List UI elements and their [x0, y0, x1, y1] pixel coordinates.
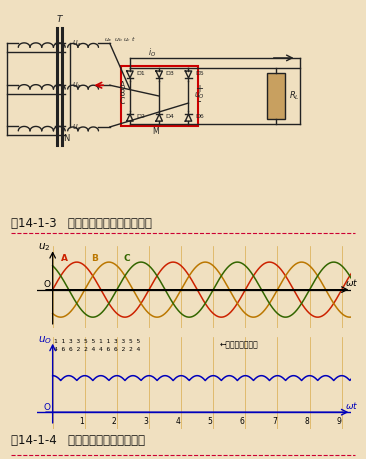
Text: D4: D4: [166, 114, 175, 119]
Text: 6: 6: [240, 417, 244, 426]
Text: $u_a$: $u_a$: [72, 39, 82, 50]
Text: $u_b$: $u_b$: [113, 36, 124, 44]
Text: +: +: [195, 84, 203, 94]
Text: C: C: [120, 97, 125, 106]
FancyBboxPatch shape: [267, 73, 285, 119]
Text: M: M: [152, 127, 159, 136]
Text: $u_O$: $u_O$: [194, 90, 205, 101]
Text: 9: 9: [336, 417, 341, 426]
Text: $u_c$: $u_c$: [72, 123, 82, 133]
Text: 7: 7: [272, 417, 277, 426]
Text: $\omega t$: $\omega t$: [345, 400, 358, 411]
Text: ←导电二极管编号: ←导电二极管编号: [220, 341, 258, 350]
Text: $u_2$: $u_2$: [38, 242, 51, 253]
Text: D3: D3: [166, 71, 175, 76]
Text: 5: 5: [208, 417, 213, 426]
Text: $u_a$: $u_a$: [104, 36, 112, 44]
Text: 4: 4: [175, 417, 180, 426]
Text: A: A: [61, 254, 68, 263]
Text: -: -: [198, 96, 201, 106]
Text: $u_c$: $u_c$: [123, 36, 131, 44]
Text: $\omega t$: $\omega t$: [345, 277, 358, 288]
Text: 图14-1-3   电阻负载三相桥式整流电路: 图14-1-3 电阻负载三相桥式整流电路: [11, 217, 152, 230]
Text: A: A: [120, 81, 125, 90]
Text: 3: 3: [143, 417, 148, 426]
Text: D1: D1: [137, 71, 145, 76]
Text: $R_L$: $R_L$: [289, 90, 300, 102]
Text: 4 6 6 2 2 4 4 6 6 2 2 4: 4 6 6 2 2 4 4 6 6 2 2 4: [54, 347, 141, 352]
Text: D5: D5: [195, 71, 204, 76]
Text: N: N: [63, 134, 69, 143]
Text: D6: D6: [195, 114, 204, 119]
Text: $u_b$: $u_b$: [72, 81, 82, 91]
Text: B: B: [120, 89, 125, 98]
Text: t: t: [132, 37, 134, 42]
Text: $u_O$: $u_O$: [38, 335, 52, 346]
Bar: [121, 66, 198, 126]
Text: O: O: [43, 280, 50, 290]
Text: C: C: [123, 254, 130, 263]
Text: 图14-1-4   三相桥式整流电路波形图: 图14-1-4 三相桥式整流电路波形图: [11, 435, 145, 448]
Text: T: T: [57, 15, 62, 24]
Text: $i_O$: $i_O$: [148, 46, 156, 59]
Text: D2: D2: [137, 114, 145, 119]
Text: 1 1 3 3 5 5 1 1 3 3 5 5: 1 1 3 3 5 5 1 1 3 3 5 5: [54, 340, 141, 345]
Text: O: O: [43, 403, 50, 413]
Text: 2: 2: [111, 417, 116, 426]
Text: B: B: [91, 254, 98, 263]
Text: 8: 8: [304, 417, 309, 426]
Text: 1: 1: [79, 417, 84, 426]
